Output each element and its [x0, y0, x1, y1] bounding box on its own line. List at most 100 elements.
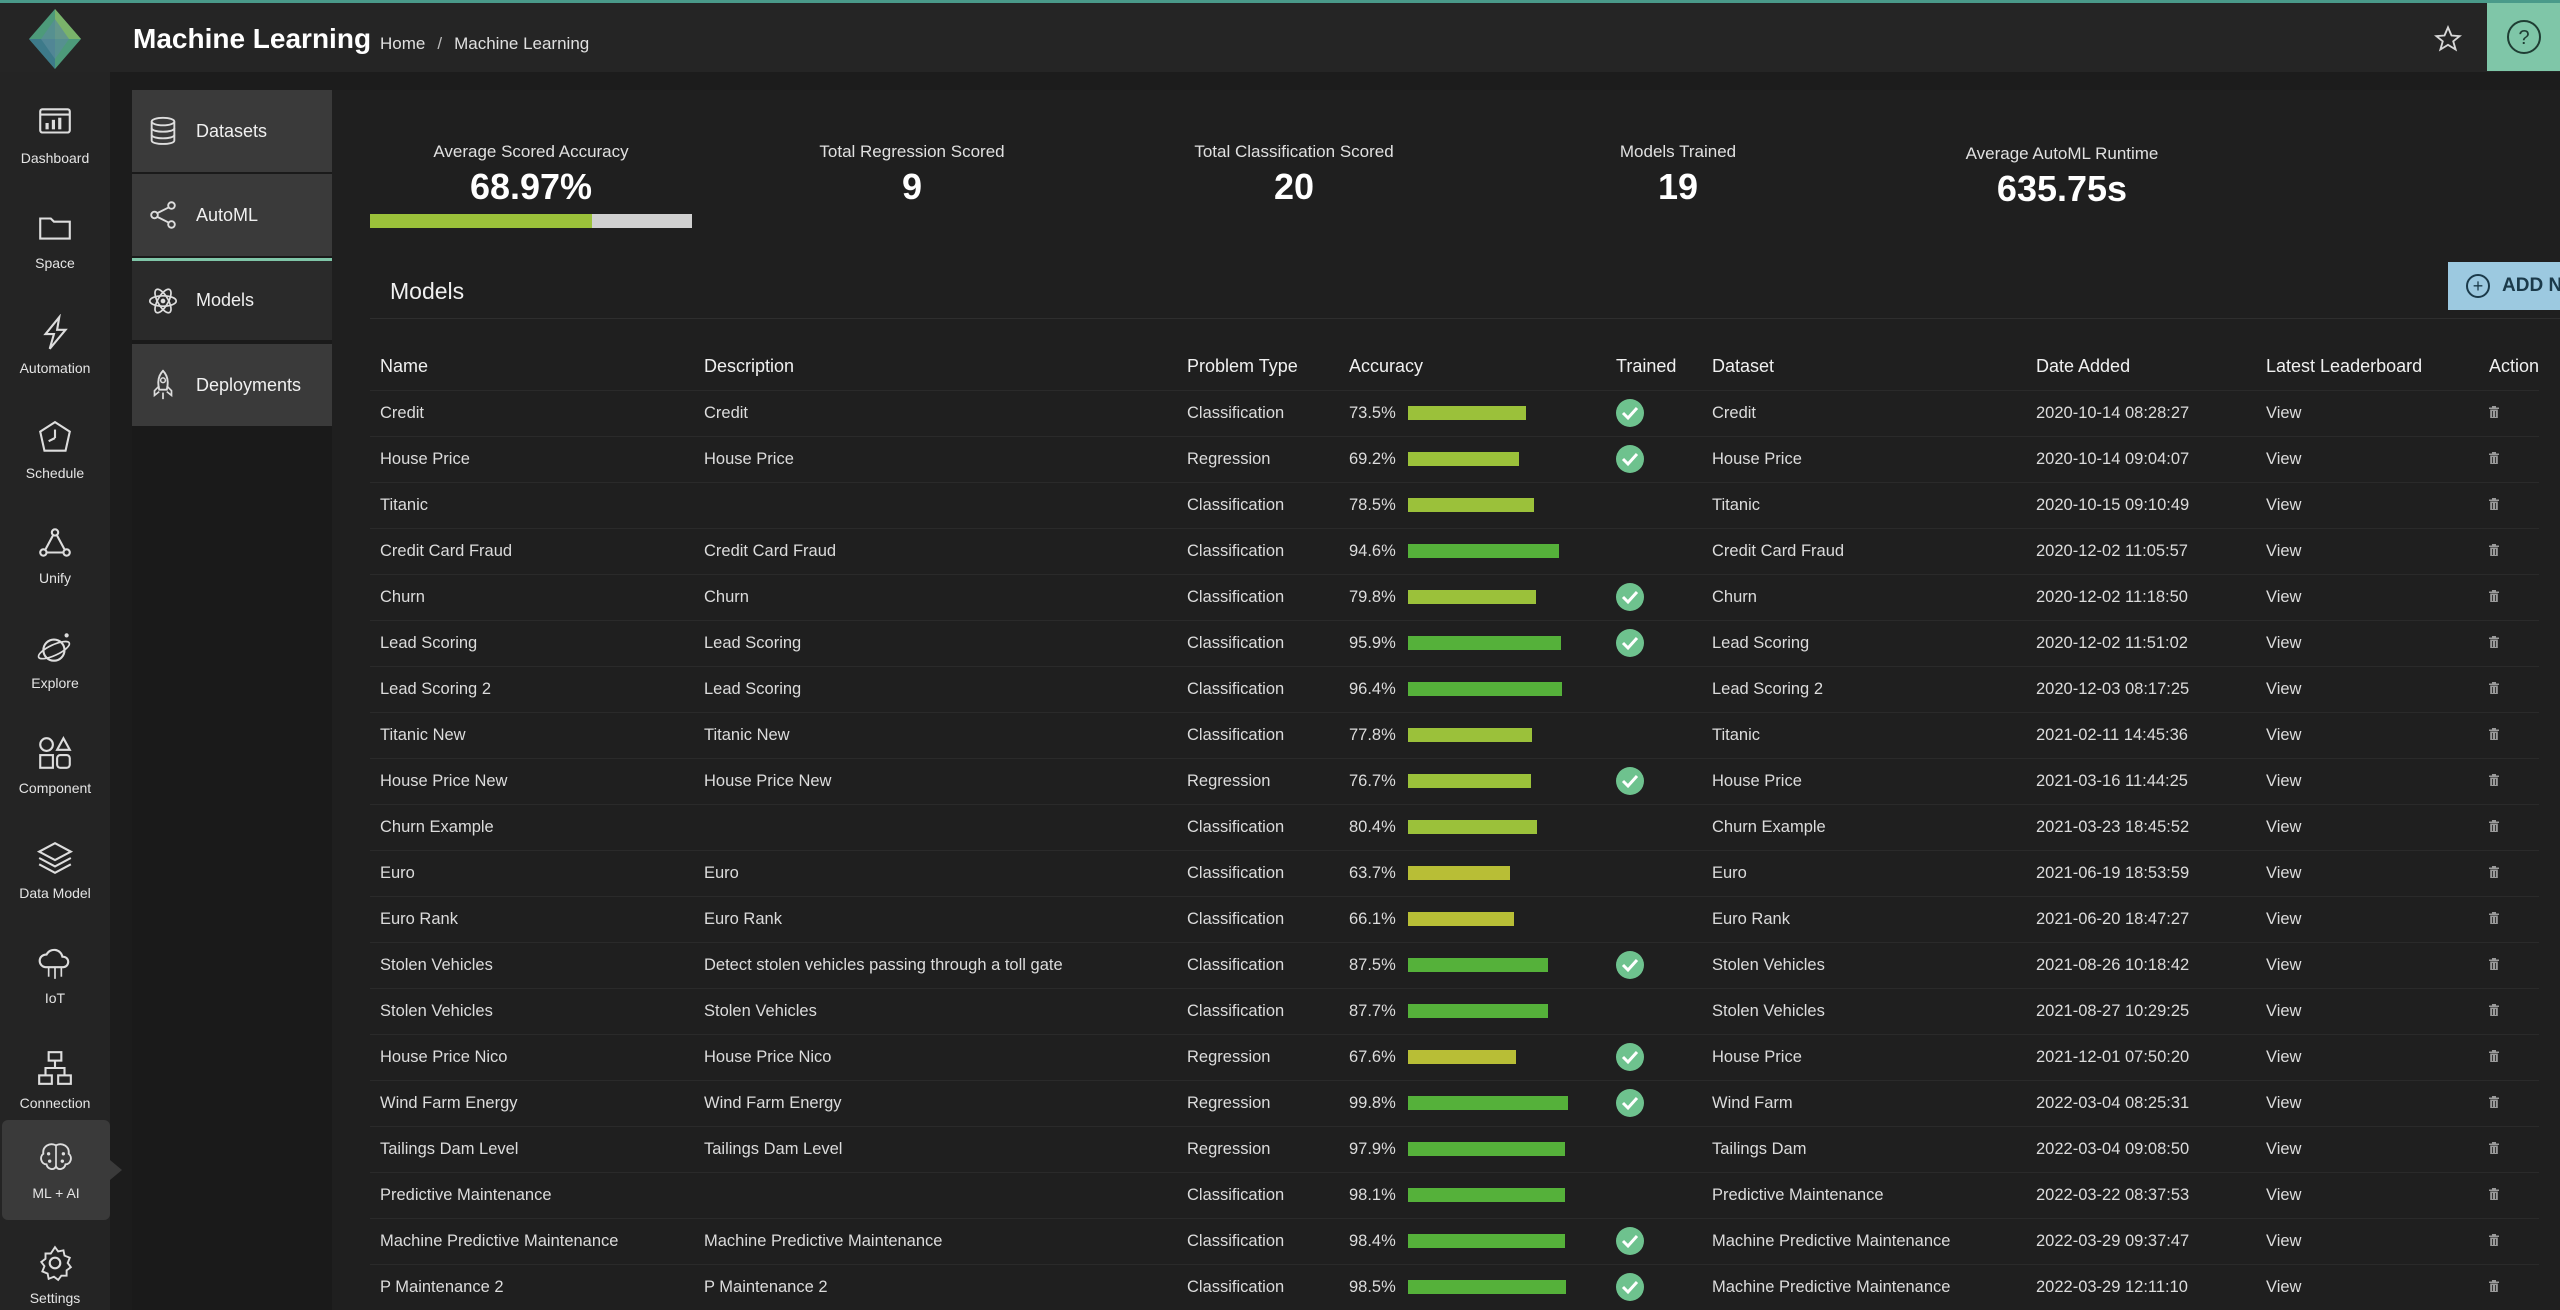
trash-icon[interactable]: [2489, 451, 2499, 464]
nav-item-space[interactable]: Space: [0, 187, 110, 292]
column-header-trained[interactable]: Trained: [1616, 356, 1677, 377]
leaderboard-view-link[interactable]: View: [2256, 1263, 2479, 1310]
trash-icon[interactable]: [2489, 1003, 2499, 1016]
trash-icon[interactable]: [2489, 865, 2499, 878]
leaderboard-view-link[interactable]: View: [2256, 1125, 2479, 1172]
model-name[interactable]: Wind Farm Energy: [370, 1079, 694, 1126]
nav-item-explore[interactable]: Explore: [0, 607, 110, 712]
trash-icon[interactable]: [2489, 773, 2499, 786]
model-name[interactable]: Titanic New: [370, 711, 694, 758]
trash-icon[interactable]: [2489, 819, 2499, 832]
leaderboard-view-link[interactable]: View: [2256, 1033, 2479, 1080]
leaderboard-view-link[interactable]: View: [2256, 481, 2479, 528]
trash-icon[interactable]: [2489, 497, 2499, 510]
help-button[interactable]: ?: [2487, 3, 2560, 71]
leaderboard-view-link[interactable]: View: [2256, 711, 2479, 758]
model-name[interactable]: Machine Predictive Maintenance: [370, 1217, 694, 1264]
model-name[interactable]: Lead Scoring: [370, 619, 694, 666]
nav-item-schedule[interactable]: Schedule: [0, 397, 110, 502]
leaderboard-view-link[interactable]: View: [2256, 1079, 2479, 1126]
column-header-dataset[interactable]: Dataset: [1712, 356, 1775, 377]
leaderboard-view-link[interactable]: View: [2256, 987, 2479, 1034]
table-row[interactable]: Tailings Dam Level Tailings Dam Level Regr…: [370, 1125, 2540, 1172]
column-header-description[interactable]: Description: [704, 356, 795, 377]
leaderboard-view-link[interactable]: View: [2256, 1171, 2479, 1218]
trash-icon[interactable]: [2489, 1141, 2499, 1154]
leaderboard-view-link[interactable]: View: [2256, 527, 2479, 574]
model-name[interactable]: Euro: [370, 849, 694, 896]
leaderboard-view-link[interactable]: View: [2256, 1217, 2479, 1264]
model-name[interactable]: Lead Scoring 2: [370, 665, 694, 712]
table-row[interactable]: Wind Farm Energy Wind Farm Energy Regressi…: [370, 1079, 2540, 1126]
leaderboard-view-link[interactable]: View: [2256, 757, 2479, 804]
model-name[interactable]: Churn: [370, 573, 694, 620]
breadcrumb-home[interactable]: Home: [380, 34, 426, 53]
column-header-name[interactable]: Name: [380, 356, 429, 377]
model-name[interactable]: House Price New: [370, 757, 694, 804]
table-row[interactable]: Stolen Vehicles Stolen Vehicles Classifica…: [370, 987, 2540, 1034]
model-name[interactable]: P Maintenance 2: [370, 1263, 694, 1310]
subnav-item-deployments[interactable]: Deployments: [132, 344, 332, 426]
table-row[interactable]: House Price New House Price New Regression…: [370, 757, 2540, 804]
add-model-button[interactable]: + ADD N: [2448, 262, 2560, 310]
trash-icon[interactable]: [2489, 727, 2499, 740]
leaderboard-view-link[interactable]: View: [2256, 803, 2479, 850]
subnav-item-datasets[interactable]: Datasets: [132, 90, 332, 172]
leaderboard-view-link[interactable]: View: [2256, 895, 2479, 942]
table-row[interactable]: Titanic Classification 78.5% Titanic 2020-10…: [370, 481, 2540, 528]
model-name[interactable]: Stolen Vehicles: [370, 941, 694, 988]
table-row[interactable]: Lead Scoring Lead Scoring Classification 95…: [370, 619, 2540, 666]
trash-icon[interactable]: [2489, 589, 2499, 602]
column-header-latest-leaderboard[interactable]: Latest Leaderboard: [2266, 356, 2423, 377]
table-row[interactable]: Lead Scoring 2 Lead Scoring Classification…: [370, 665, 2540, 712]
model-name[interactable]: Credit: [370, 389, 694, 436]
trash-icon[interactable]: [2489, 543, 2499, 556]
column-header-action[interactable]: Action: [2489, 356, 2540, 377]
table-row[interactable]: Stolen Vehicles Detect stolen vehicles pa…: [370, 941, 2540, 988]
leaderboard-view-link[interactable]: View: [2256, 941, 2479, 988]
leaderboard-view-link[interactable]: View: [2256, 573, 2479, 620]
model-name[interactable]: Titanic: [370, 481, 694, 528]
trash-icon[interactable]: [2489, 1187, 2499, 1200]
model-name[interactable]: Tailings Dam Level: [370, 1125, 694, 1172]
table-row[interactable]: Churn Example Classification 80.4% Churn Ex…: [370, 803, 2540, 850]
leaderboard-view-link[interactable]: View: [2256, 849, 2479, 896]
model-name[interactable]: House Price: [370, 435, 694, 482]
table-row[interactable]: Titanic New Titanic New Classification 77.8…: [370, 711, 2540, 758]
nav-item-settings[interactable]: Settings: [0, 1222, 110, 1310]
model-name[interactable]: Stolen Vehicles: [370, 987, 694, 1034]
table-row[interactable]: Credit Credit Classification 73.5% Credit 202…: [370, 389, 2540, 436]
leaderboard-view-link[interactable]: View: [2256, 665, 2479, 712]
table-row[interactable]: Churn Churn Classification 79.8% Churn 2020-1…: [370, 573, 2540, 620]
column-header-accuracy[interactable]: Accuracy: [1349, 356, 1424, 377]
trash-icon[interactable]: [2489, 1233, 2499, 1246]
subnav-item-automl[interactable]: AutoML: [132, 174, 332, 256]
nav-item-iot[interactable]: IoT: [0, 922, 110, 1027]
nav-item-ml-ai[interactable]: ML + AI: [2, 1120, 122, 1220]
nav-item-connection[interactable]: Connection: [0, 1027, 110, 1132]
trash-icon[interactable]: [2489, 635, 2499, 648]
model-name[interactable]: Credit Card Fraud: [370, 527, 694, 574]
model-name[interactable]: Churn Example: [370, 803, 694, 850]
table-row[interactable]: Euro Euro Classification 63.7% Euro 2021-06-1…: [370, 849, 2540, 896]
table-row[interactable]: House Price House Price Regression 69.2% Hou…: [370, 435, 2540, 482]
trash-icon[interactable]: [2489, 911, 2499, 924]
nav-item-dashboard[interactable]: Dashboard: [0, 82, 110, 187]
app-logo[interactable]: [0, 3, 110, 75]
model-name[interactable]: House Price Nico: [370, 1033, 694, 1080]
column-header-problem-type[interactable]: Problem Type: [1187, 356, 1298, 377]
nav-item-unify[interactable]: Unify: [0, 502, 110, 607]
leaderboard-view-link[interactable]: View: [2256, 619, 2479, 666]
table-row[interactable]: Euro Rank Euro Rank Classification 66.1% Eur…: [370, 895, 2540, 942]
column-header-date-added[interactable]: Date Added: [2036, 356, 2131, 377]
table-row[interactable]: Predictive Maintenance Classification 98.1…: [370, 1171, 2540, 1218]
trash-icon[interactable]: [2489, 1095, 2499, 1108]
leaderboard-view-link[interactable]: View: [2256, 435, 2479, 482]
trash-icon[interactable]: [2489, 405, 2499, 418]
table-row[interactable]: Credit Card Fraud Credit Card Fraud Classi…: [370, 527, 2540, 574]
model-name[interactable]: Euro Rank: [370, 895, 694, 942]
trash-icon[interactable]: [2489, 1049, 2499, 1062]
trash-icon[interactable]: [2489, 957, 2499, 970]
favorite-star-icon[interactable]: [2430, 21, 2466, 57]
